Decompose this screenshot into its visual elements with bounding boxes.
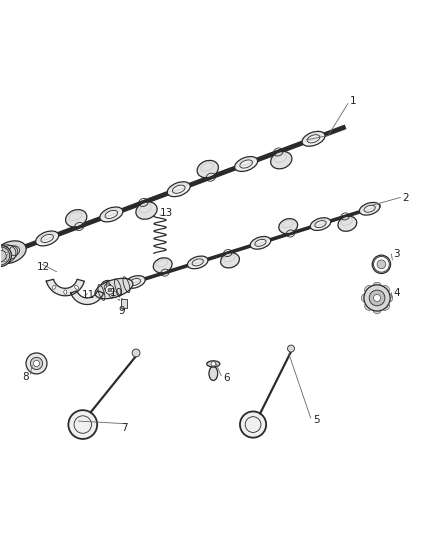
Text: 3: 3 [394,249,400,259]
Circle shape [369,290,385,306]
Ellipse shape [52,286,56,289]
Circle shape [101,280,115,294]
Circle shape [381,302,389,310]
Circle shape [384,294,393,302]
Text: 9: 9 [119,306,125,316]
Circle shape [240,411,266,438]
Ellipse shape [125,276,145,288]
Circle shape [381,286,389,294]
Text: 6: 6 [223,373,230,383]
Polygon shape [71,291,103,304]
Ellipse shape [360,203,380,215]
Circle shape [106,286,114,294]
Text: 1: 1 [350,96,357,107]
Circle shape [104,284,111,291]
Circle shape [108,288,112,292]
Circle shape [361,294,370,302]
Text: 11: 11 [81,290,95,300]
Text: 2: 2 [403,192,409,203]
Ellipse shape [35,231,59,246]
Bar [121,299,127,309]
Circle shape [68,410,97,439]
Ellipse shape [0,241,26,264]
Circle shape [373,282,381,291]
Circle shape [365,286,373,294]
Text: 7: 7 [121,423,127,433]
Circle shape [374,294,381,302]
Ellipse shape [250,237,271,249]
Ellipse shape [271,151,292,169]
Ellipse shape [95,278,133,299]
Ellipse shape [372,255,391,273]
Text: 12: 12 [36,262,50,271]
Circle shape [373,305,381,313]
Ellipse shape [197,160,219,177]
Ellipse shape [0,245,11,266]
Ellipse shape [187,256,208,269]
Text: 4: 4 [394,288,400,298]
Ellipse shape [153,258,172,273]
Ellipse shape [338,216,357,231]
Circle shape [0,248,3,251]
Circle shape [364,285,390,311]
Circle shape [26,353,47,374]
Circle shape [5,252,8,255]
Ellipse shape [136,202,157,219]
Ellipse shape [310,218,331,230]
Ellipse shape [302,131,325,146]
Circle shape [30,357,42,369]
Circle shape [374,256,389,272]
Ellipse shape [167,182,190,197]
Ellipse shape [66,209,87,227]
Polygon shape [46,279,84,296]
Circle shape [33,360,39,367]
Ellipse shape [100,207,123,222]
Circle shape [377,260,386,269]
Text: 10: 10 [110,288,123,298]
Ellipse shape [279,219,298,233]
Circle shape [288,345,294,352]
Text: 13: 13 [160,208,173,218]
Ellipse shape [64,290,67,294]
Text: 5: 5 [313,415,319,425]
Ellipse shape [221,253,240,268]
Text: 8: 8 [22,372,29,382]
Circle shape [365,302,373,310]
Ellipse shape [235,157,258,172]
Ellipse shape [75,286,78,289]
Ellipse shape [207,361,220,367]
Ellipse shape [209,367,218,381]
Circle shape [4,259,7,262]
Circle shape [132,349,140,357]
Circle shape [211,362,215,366]
